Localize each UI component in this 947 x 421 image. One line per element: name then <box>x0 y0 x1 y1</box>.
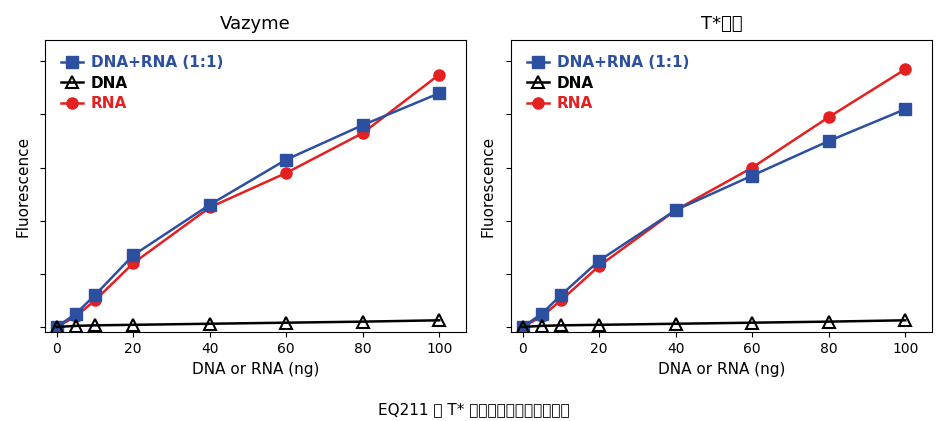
Text: EQ211 与 T* 品牌同质产品特异性比较: EQ211 与 T* 品牌同质产品特异性比较 <box>378 402 569 417</box>
Y-axis label: Fluorescence: Fluorescence <box>15 136 30 237</box>
Title: Vazyme: Vazyme <box>221 15 291 33</box>
Y-axis label: Fluorescence: Fluorescence <box>481 136 496 237</box>
Legend: DNA+RNA (1:1), DNA, RNA: DNA+RNA (1:1), DNA, RNA <box>53 48 231 119</box>
Legend: DNA+RNA (1:1), DNA, RNA: DNA+RNA (1:1), DNA, RNA <box>519 48 697 119</box>
X-axis label: DNA or RNA (ng): DNA or RNA (ng) <box>192 362 319 376</box>
Title: T*品牌: T*品牌 <box>701 15 742 33</box>
X-axis label: DNA or RNA (ng): DNA or RNA (ng) <box>658 362 785 376</box>
